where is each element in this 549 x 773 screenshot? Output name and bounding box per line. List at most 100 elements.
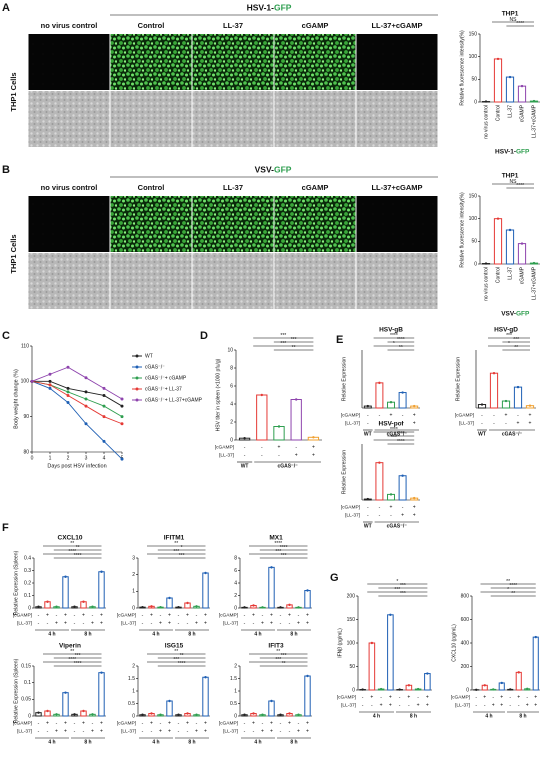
condition-sign: + xyxy=(91,620,94,626)
significance-label: *** xyxy=(513,337,519,343)
condition-sign: + xyxy=(55,728,58,734)
condition-sign: - xyxy=(253,728,255,734)
condition-name: [LL-37] xyxy=(219,452,234,458)
y-tick-label: 0 xyxy=(132,713,135,719)
condition-sign: + xyxy=(413,504,416,510)
series-point xyxy=(67,390,70,393)
bar-top xyxy=(177,714,179,716)
condition-sign: - xyxy=(517,412,519,418)
series-point xyxy=(49,380,52,383)
y-tick-label: 0.4 xyxy=(24,555,31,561)
condition-sign: + xyxy=(407,694,410,700)
column-label: LL-37+cGAMP xyxy=(371,21,422,30)
condition-sign: + xyxy=(517,694,520,700)
y-tick-label: 4 xyxy=(234,580,237,586)
bar-top xyxy=(91,713,93,715)
condition-sign: + xyxy=(413,512,416,518)
bar-top xyxy=(505,400,507,402)
condition-sign: - xyxy=(380,694,382,700)
condition-sign: - xyxy=(417,694,419,700)
y-tick-label: 150 xyxy=(469,193,478,199)
y-axis-label: HSV titer in spleen (×1000 pfu/g) xyxy=(215,358,221,431)
y-tick-label: 6 xyxy=(234,568,237,574)
condition-sign: - xyxy=(92,720,94,726)
panel-letter: E xyxy=(336,334,343,346)
group-label: 8 h xyxy=(84,631,91,637)
bar-top xyxy=(475,689,477,691)
x-axis-label: VSV- xyxy=(501,311,516,318)
legend-label: cGAS⁻/⁻+ LL-37 xyxy=(145,386,182,392)
condition-sign: - xyxy=(280,612,282,618)
condition-sign: + xyxy=(389,694,392,700)
condition-sign: + xyxy=(168,728,171,734)
group-label: WT xyxy=(364,431,372,437)
x-axis-label-gfp: GFP xyxy=(516,149,530,156)
series-point xyxy=(67,387,70,390)
brightfield-image xyxy=(111,253,192,309)
bar xyxy=(291,400,301,441)
condition-sign: + xyxy=(529,420,532,426)
bar-top xyxy=(517,386,519,388)
condition-sign: - xyxy=(196,720,198,726)
y-tick-label: 1 xyxy=(132,589,135,595)
condition-sign: + xyxy=(252,720,255,726)
y-tick-label: 0.5 xyxy=(128,701,135,707)
bar xyxy=(506,77,513,102)
bar-top xyxy=(252,712,254,714)
panel-letter: A xyxy=(2,2,10,14)
condition-sign: - xyxy=(38,612,40,618)
bar-top xyxy=(518,671,520,673)
y-tick-label: 0.1 xyxy=(24,680,31,686)
condition-sign: - xyxy=(367,512,369,518)
series-point xyxy=(85,405,88,408)
bar-top xyxy=(529,404,531,406)
bar-top xyxy=(426,672,428,674)
condition-sign: + xyxy=(413,412,416,418)
y-tick-label: 6 xyxy=(230,383,233,389)
bar xyxy=(490,373,497,408)
condition-sign: - xyxy=(74,612,76,618)
x-tick-label: Control xyxy=(495,267,501,283)
bar-top xyxy=(100,571,102,573)
condition-sign: - xyxy=(244,452,246,458)
condition-sign: - xyxy=(379,504,381,510)
condition-sign: - xyxy=(518,702,520,708)
bar-top xyxy=(484,684,486,686)
bar-top xyxy=(82,710,84,712)
bar-top xyxy=(390,401,392,403)
bar-top xyxy=(288,712,290,714)
condition-name: [LL-37] xyxy=(345,512,360,518)
series-point xyxy=(67,394,70,397)
bar-top xyxy=(401,475,403,477)
x-tick-label: 3 xyxy=(85,455,88,461)
condition-name: [cGAMP] xyxy=(341,412,360,418)
panel-header: HSV-1- xyxy=(247,2,275,12)
group-label: WT xyxy=(364,523,372,529)
bar-top xyxy=(159,606,161,608)
group-label: cGAS⁻/⁻ xyxy=(387,523,408,529)
y-tick-label: 10 xyxy=(227,347,233,353)
condition-sign: + xyxy=(295,452,298,458)
condition-sign: + xyxy=(390,412,393,418)
condition-name: [LL-37] xyxy=(17,620,32,626)
condition-name: [LL-37] xyxy=(455,702,470,708)
series-line xyxy=(32,381,122,406)
y-tick-label: 8 xyxy=(230,365,233,371)
bar xyxy=(533,637,538,690)
bar-top xyxy=(306,675,308,677)
bar-top xyxy=(100,671,102,673)
bar-top xyxy=(390,493,392,495)
fluorescence-image xyxy=(275,34,356,90)
group-label: 4 h xyxy=(48,739,55,745)
condition-sign: + xyxy=(417,702,420,708)
condition-sign: + xyxy=(168,612,171,618)
condition-sign: - xyxy=(362,694,364,700)
column-label: Control xyxy=(138,21,165,30)
condition-name: [cGAMP] xyxy=(13,612,32,618)
condition-sign: - xyxy=(492,694,494,700)
y-axis-label: Relative Expression xyxy=(341,357,347,401)
significance-label: * xyxy=(396,579,398,585)
condition-sign: - xyxy=(298,720,300,726)
condition-sign: + xyxy=(150,720,153,726)
condition-sign: - xyxy=(261,452,263,458)
